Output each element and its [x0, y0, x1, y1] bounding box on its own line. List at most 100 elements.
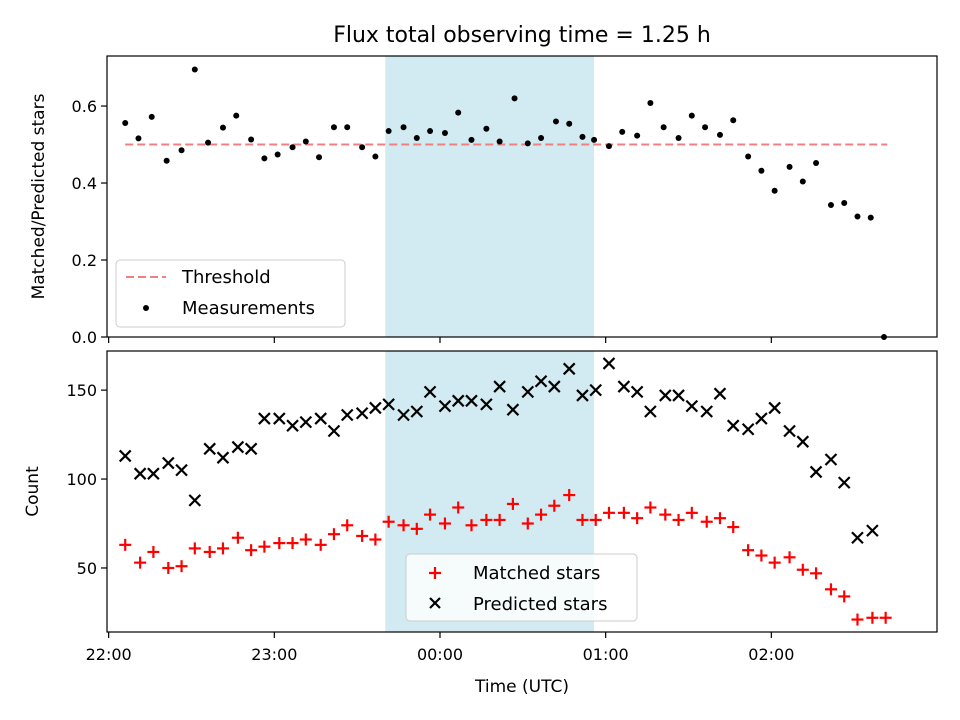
predicted-star-point	[438, 399, 452, 413]
measurement-point	[248, 136, 255, 143]
predicted-star-point	[299, 415, 313, 429]
measurement-point	[302, 138, 309, 145]
x-axis-label: Time (UTC)	[474, 677, 569, 697]
chart-title: Flux total observing time = 1.25 h	[333, 23, 711, 48]
matched-star-point	[838, 590, 851, 603]
matched-star-point	[314, 538, 327, 551]
measurement-point	[841, 200, 848, 207]
predicted-star-point	[410, 405, 424, 418]
predicted-star-point	[216, 451, 230, 464]
matched-star-point	[576, 513, 589, 526]
measurement-point	[566, 120, 573, 127]
ratio-panel: 0.0 0.2 0.4 0.6 Matched/Predicted stars	[29, 55, 938, 347]
predicted-legend-swatch	[429, 597, 441, 609]
measurement-point	[702, 124, 709, 131]
measurement-point	[634, 132, 641, 139]
measurement-point	[799, 178, 806, 185]
matched-star-point	[535, 508, 548, 521]
ratio-y-axis-label: Matched/Predicted stars	[29, 93, 49, 299]
matched-star-point	[369, 533, 382, 546]
ratio-legend: Threshold Measurements	[115, 259, 346, 328]
predicted-star-point	[630, 385, 644, 399]
matched-star-point	[147, 545, 160, 558]
measurement-point	[359, 144, 366, 151]
measurement-point	[538, 134, 545, 141]
measurements-legend-swatch	[143, 305, 149, 311]
predicted-star-point	[548, 380, 561, 393]
measurement-point	[675, 134, 682, 141]
matched-star-point	[672, 513, 685, 526]
matched-star-point	[742, 544, 755, 557]
measurement-point	[372, 153, 379, 160]
predicted-star-point	[203, 442, 216, 456]
measurement-point	[261, 155, 268, 162]
matched-star-point	[644, 501, 657, 514]
predicted-star-point	[506, 403, 520, 416]
predicted-star-point	[602, 357, 616, 370]
matched-star-point	[700, 515, 713, 528]
measurement-point	[344, 124, 351, 131]
predicted-star-point	[327, 424, 341, 438]
predicted-star-point	[755, 412, 768, 425]
measurement-point	[745, 153, 752, 160]
x-tick-label: 22:00	[86, 645, 132, 664]
predicted-star-point	[851, 531, 864, 545]
predicted-star-point	[809, 465, 823, 479]
matched-star-point	[589, 513, 602, 526]
matched-star-point	[727, 521, 740, 534]
measurement-point	[688, 112, 695, 119]
measurement-point	[385, 128, 392, 135]
matched-legend-swatch	[429, 567, 441, 579]
matched-star-point	[216, 542, 229, 555]
matched-star-point	[506, 497, 519, 510]
matched-star-point	[382, 515, 395, 528]
measurement-point	[178, 147, 185, 154]
matched-star-point	[879, 611, 892, 624]
measurements-legend-label: Measurements	[182, 298, 315, 319]
measurement-point	[468, 136, 475, 143]
matched-star-point	[548, 499, 561, 512]
matched-star-point	[768, 556, 781, 569]
matched-star-point	[521, 517, 534, 530]
measurement-point	[316, 154, 323, 161]
measurement-point	[854, 213, 861, 220]
counts-plot-frame	[106, 350, 938, 633]
x-tick-label: 02:00	[748, 645, 794, 664]
predicted-star-point	[355, 406, 369, 420]
matched-star-point	[617, 506, 630, 519]
measurement-point	[219, 124, 226, 131]
measurement-point	[455, 109, 462, 116]
ratio-plot-frame	[106, 55, 938, 338]
matched-star-point	[685, 506, 698, 519]
measurement-point	[758, 167, 765, 174]
ratio-y-tick-label: 0.0	[72, 328, 97, 347]
matched-star-point	[203, 545, 216, 558]
predicted-star-point	[493, 380, 506, 393]
matched-star-point	[755, 549, 768, 562]
predicted-star-point	[397, 408, 410, 422]
ratio-y-tick-label: 0.4	[72, 174, 97, 193]
matched-star-point	[493, 513, 506, 526]
predicted-star-point	[188, 494, 202, 507]
predicted-star-point	[700, 405, 713, 418]
predicted-star-point	[465, 394, 478, 408]
predicted-star-point	[866, 524, 879, 537]
matched-star-point	[465, 519, 478, 532]
measurement-point	[441, 129, 448, 136]
measurement-point	[524, 140, 531, 147]
predicted-star-point	[382, 398, 395, 411]
matched-star-point	[810, 567, 823, 580]
predicted-star-point	[258, 412, 271, 425]
matched-star-point	[659, 508, 672, 521]
predicted-star-point	[562, 362, 576, 376]
predicted-star-point	[244, 442, 258, 456]
measurement-point	[483, 125, 490, 132]
predicted-star-point	[369, 401, 382, 415]
predicted-star-point	[576, 389, 589, 402]
predicted-star-point	[118, 449, 132, 463]
measurement-point	[122, 119, 129, 126]
matched-star-point	[162, 561, 175, 574]
matched-star-point	[424, 508, 437, 521]
measurement-point	[591, 136, 598, 143]
